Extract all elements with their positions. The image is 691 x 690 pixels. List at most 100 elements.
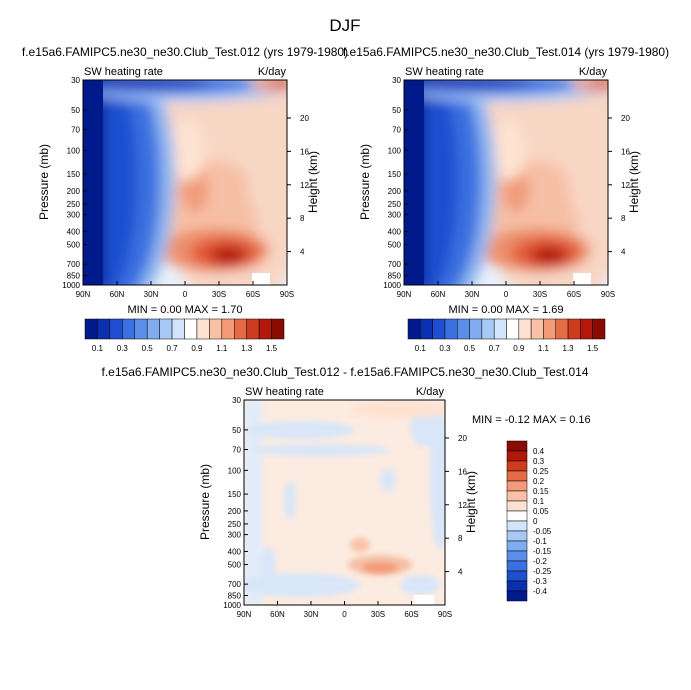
panel-b-y2tick-label: 4 <box>621 248 626 257</box>
panel-b-colorbar-swatch <box>432 318 446 340</box>
panel-a-ytick-label: 200 <box>67 187 81 196</box>
panel-b-colorbar-swatch <box>518 318 532 340</box>
panel-a-stats: MIN = 0.00 MAX = 1.70 <box>128 304 243 316</box>
panel-b-xtick-label: 90N <box>397 290 412 299</box>
panel-b-ytick-label: 250 <box>388 200 402 209</box>
panel-a-xtick-label: 30N <box>144 290 159 299</box>
panel-a-xtick-label: 60N <box>110 290 125 299</box>
panel-a-ytick-label: 300 <box>67 211 81 220</box>
panel-b-colorbar-label: 0.1 <box>415 344 427 353</box>
panel-c-colorbar-label: -0.4 <box>533 587 547 596</box>
panel-b-colorbar-swatch <box>457 318 470 340</box>
panel-a-y2tick-label: 8 <box>300 214 305 223</box>
panel-b-xtick-label: 60N <box>431 290 446 299</box>
panel-c-xtick-label: 60N <box>270 610 285 619</box>
panel-b-colorbar-swatch <box>420 318 433 340</box>
panel-c-ytick-label: 200 <box>228 507 242 516</box>
panel-a-colorbar-label: 0.5 <box>142 344 154 353</box>
panel-a-colorbar-swatch <box>271 318 285 340</box>
panel-c-ytick-label: 150 <box>228 490 242 499</box>
panel-a-colorbar-label: 0.1 <box>92 344 104 353</box>
panel-c-y2tick-label: 12 <box>458 501 467 510</box>
panel-c-ytick-label: 250 <box>228 520 242 529</box>
panel-b-y2tick-label: 20 <box>621 114 630 123</box>
panel-a-ytick-label: 400 <box>67 227 81 236</box>
panel-b-ytick-label: 1000 <box>383 281 401 290</box>
panel-b-colorbar-swatch <box>469 318 483 340</box>
panel-a-ytick-label: 700 <box>67 260 81 269</box>
panel-b-ytick-label: 850 <box>388 271 402 280</box>
panel-a-ytick-label: 30 <box>71 76 80 85</box>
panel-b-colorbar-swatch <box>543 318 556 340</box>
panel-c-colorbar-swatch <box>506 490 528 502</box>
panel-b-xtick-label: 90S <box>601 290 615 299</box>
panel-a-ytick-label: 50 <box>71 106 80 115</box>
panel-c-ytick-label: 100 <box>228 466 242 475</box>
panel-a-colorbar-label: 1.1 <box>216 344 228 353</box>
panel-b-y2label: Height (km) <box>627 151 641 213</box>
panel-c-ytick-label: 500 <box>228 560 242 569</box>
panel-a-y2tick-label: 16 <box>300 147 309 156</box>
panel-b-ytick-label: 70 <box>392 126 401 135</box>
panel-c-xtick-label: 60S <box>404 610 418 619</box>
panel-c-colorbar-swatch <box>506 590 528 602</box>
panel-c-colorbar-swatch <box>506 520 528 532</box>
panel-c-ytick-label: 30 <box>232 396 241 405</box>
panel-a-ylabel: Pressure (mb) <box>37 144 51 220</box>
panel-a-colorbar-swatch <box>171 318 185 340</box>
panel-a-field <box>83 80 287 285</box>
panel-c-xtick-label: 30N <box>304 610 319 619</box>
panel-c-y2label: Height (km) <box>464 471 478 533</box>
panel-c-colorbar-swatch <box>506 580 528 592</box>
panel-c-colorbar-swatch <box>506 550 528 562</box>
panel-c-xtick-label: 0 <box>342 610 347 619</box>
panel-c-colorbar-label: 0.2 <box>533 477 545 486</box>
panel-c-xtick-label: 30S <box>371 610 385 619</box>
panel-c-ytick-label: 1000 <box>223 601 241 610</box>
panel-b-stats: MIN = 0.00 MAX = 1.69 <box>449 304 564 316</box>
panel-c-ylabel: Pressure (mb) <box>198 464 212 540</box>
panel-b-right-label: K/day <box>579 66 608 78</box>
panel-c-colorbar-label: -0.2 <box>533 557 547 566</box>
panel-a-xtick-label: 60S <box>246 290 260 299</box>
panel-a-colorbar-swatch <box>146 318 160 340</box>
panel-c-colorbar-label: -0.3 <box>533 577 547 586</box>
panel-b-colorbar-swatch <box>580 318 593 340</box>
panel-c-colorbar-swatch <box>506 480 528 492</box>
panel-b-ytick-label: 100 <box>388 146 402 155</box>
panel-c-y2tick-label: 20 <box>458 434 467 443</box>
panel-b-colorbar-swatch <box>555 318 569 340</box>
panel-c-field <box>244 400 445 605</box>
panel-b-ylabel: Pressure (mb) <box>358 144 372 220</box>
panel-b-ytick-label: 50 <box>392 106 401 115</box>
panel-a-colorbar-swatch <box>246 318 260 340</box>
panel-c-colorbar-swatch <box>506 570 528 582</box>
panel-c-colorbar-swatch <box>506 440 528 452</box>
panel-b-colorbar-label: 1.3 <box>563 344 575 353</box>
panel-b-xtick-label: 30S <box>533 290 547 299</box>
panel-c-colorbar-label: 0.05 <box>533 507 549 516</box>
panel-b-ytick-label: 500 <box>388 240 402 249</box>
panel-c-colorbar-label: -0.1 <box>533 537 547 546</box>
panel-b-colorbar-swatch <box>592 318 606 340</box>
panel-c-colorbar-label: -0.15 <box>533 547 552 556</box>
panel-c-colorbar: 0.40.30.250.20.150.10.050-0.05-0.1-0.15-… <box>506 440 552 602</box>
panel-c-ytick-label: 300 <box>228 531 242 540</box>
panel-a-ytick-label: 150 <box>67 170 81 179</box>
panel-c-stats: MIN = -0.12 MAX = 0.16 <box>472 414 591 426</box>
panel-b-field <box>404 80 608 285</box>
panel-a-colorbar-label: 1.3 <box>241 344 253 353</box>
panel-a-ytick-label: 100 <box>67 146 81 155</box>
panel-b-xtick-label: 30N <box>465 290 480 299</box>
panel-a-ytick-label: 850 <box>67 271 81 280</box>
panel-a-colorbar: 0.1 0.3 0.5 0.7 0.9 1.1 1.3 1.5 <box>84 318 285 353</box>
panel-a-left-label: SW heating rate <box>84 66 163 78</box>
panel-a-y2tick-label: 12 <box>300 181 309 190</box>
panel-c-title: f.e15a6.FAMIPC5.ne30_ne30.Club_Test.012 … <box>102 365 589 379</box>
panel-c-y2tick-label: 8 <box>458 534 463 543</box>
panel-c-y2tick-label: 4 <box>458 568 463 577</box>
panel-a-xtick-label: 0 <box>183 290 188 299</box>
panel-a-ytick-label: 250 <box>67 200 81 209</box>
